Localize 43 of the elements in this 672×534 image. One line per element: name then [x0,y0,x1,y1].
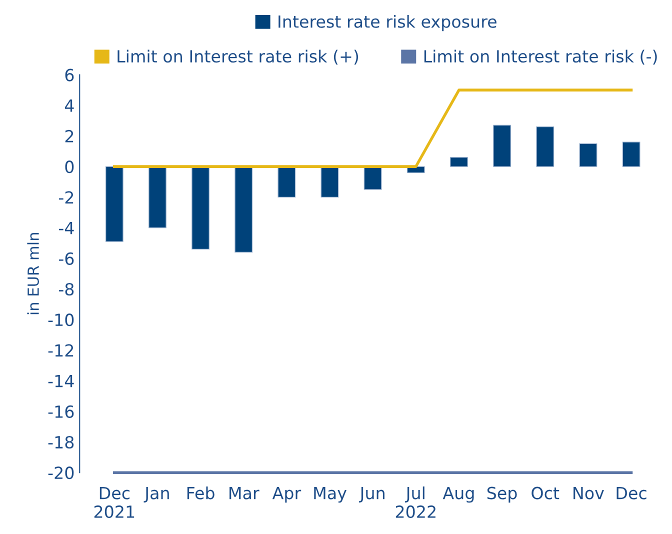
y-tick-label: -16 [48,405,74,418]
x-tick-label: Sep [487,486,517,503]
legend-label: Limit on Interest rate risk (-) [424,50,657,65]
x-tick-label: Jan [144,486,169,502]
y-tick-label: -2 [58,191,74,204]
x-tick-label: Nov [574,486,604,500]
y-tick-label: -18 [48,436,74,449]
x-tick-label: May [314,486,346,503]
x-tick-label: Oct [532,486,560,500]
y-tick-label: -6 [58,252,74,265]
bar [579,143,598,167]
y-tick-label: -10 [48,314,74,326]
x-tick-label: Mar [230,486,260,500]
y-tick-label: -14 [48,374,74,388]
y-tick-label: 2 [65,130,74,142]
x-tick-label: Dec 2021 [94,486,134,518]
bar [450,157,468,167]
x-tick-label: Jul 2022 [396,486,436,518]
bar [320,166,339,198]
bar [493,124,512,167]
bar [148,166,166,228]
bar [105,166,124,242]
y-tick-label: -8 [58,282,74,296]
y-tick-label: -4 [58,222,74,234]
bar [536,126,554,167]
y-axis-title: in EUR mln [27,233,40,314]
legend-label: Interest rate risk exposure [278,15,496,32]
bar [192,166,210,250]
y-tick-label: -20 [48,466,74,480]
bar [622,142,640,167]
bar [364,166,382,190]
y-tick-label: 0 [65,160,74,174]
y-tick-label: 6 [65,68,74,82]
bar [234,166,253,253]
legend-label: Limit on Interest rate risk (+) [118,50,358,65]
y-tick-label: -12 [48,344,74,357]
x-tick-label: Aug [442,486,474,503]
y-tick-label: 4 [64,100,74,112]
bar [278,166,296,198]
x-tick-label: Dec [616,486,646,500]
x-tick-label: Jun [358,486,384,502]
x-tick-label: Feb [187,486,214,500]
x-tick-label: Apr [272,486,302,503]
